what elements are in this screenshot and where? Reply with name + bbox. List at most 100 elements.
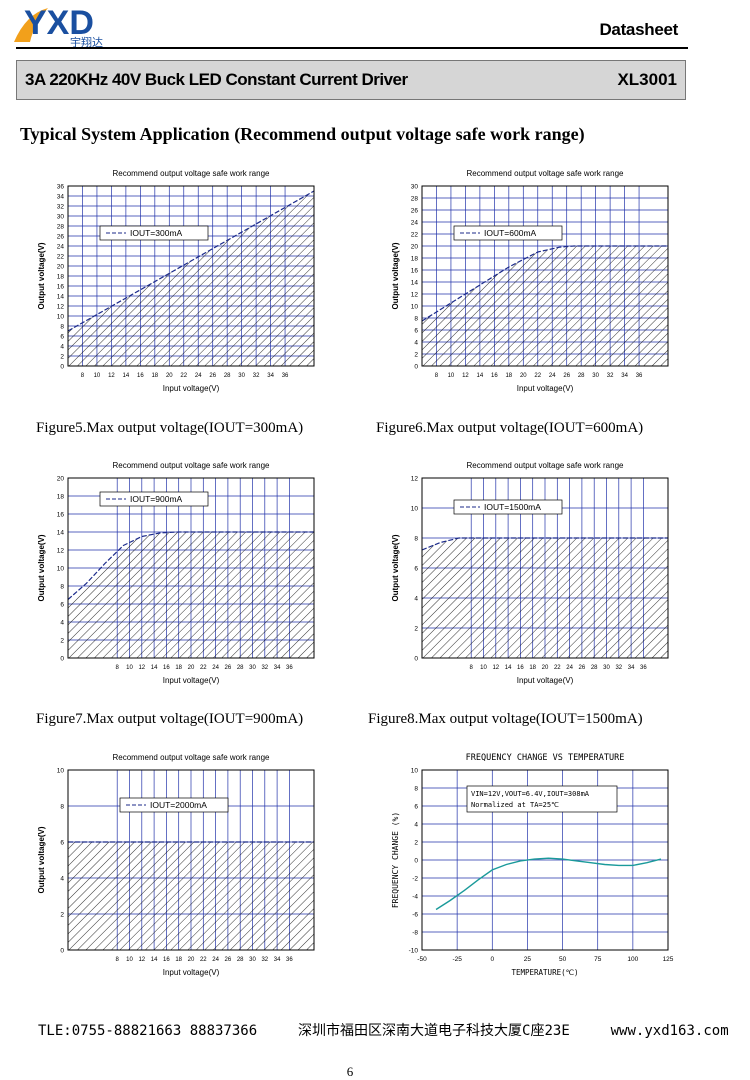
y-tick-label: 4 [414,596,418,603]
y-tick-label: 8 [60,804,64,811]
chart-title: Recommend output voltage safe work range [113,169,271,178]
x-tick-label: 30 [592,373,599,379]
y-tick-label: 12 [57,548,65,555]
legend-box [99,491,209,507]
y-tick-label: 14 [411,280,419,287]
y-tick-label: 8 [60,324,64,331]
caption-figure7: Figure7.Max output voltage(IOUT=900mA) [36,711,304,727]
x-tick-label: 100 [627,956,638,963]
y-tick-label: 18 [57,494,65,501]
caption-figure8: Figure8.Max output voltage(IOUT=1500mA) [368,711,643,727]
x-tick-label: 25 [524,956,532,963]
x-tick-label: 12 [492,665,499,671]
y-tick-label: 0 [414,656,418,663]
header-rule [16,47,688,49]
x-tick-label: 32 [261,665,268,671]
y-tick-label: 10 [411,768,419,775]
legend-label: IOUT=1500mA [484,502,541,512]
x-tick-label: 125 [663,956,674,963]
y-tick-label: 22 [57,254,65,261]
y-axis-label: Output voltage(V) [391,534,400,601]
x-tick-label: 12 [108,373,115,379]
y-tick-label: 0 [60,948,64,955]
plot-frame [421,185,669,367]
y-tick-label: 4 [414,340,418,347]
x-tick-label: 16 [517,665,524,671]
footer-address: 深圳市福田区深南大道电子科技大厦C座23E [298,1023,570,1039]
legend-box [99,225,209,241]
y-tick-label: 2 [414,352,418,359]
y-tick-label: 2 [414,840,418,847]
x-tick-label: 14 [505,665,512,671]
x-tick-label: 14 [477,373,484,379]
chart-iout-600ma: Recommend output voltage safe work range… [391,169,669,393]
y-tick-label: 34 [57,194,65,201]
x-tick-label: 20 [542,665,549,671]
x-tick-label: 28 [578,373,585,379]
y-axis-label: FREQUENCY CHANGE (%) [391,812,400,908]
y-tick-label: 8 [414,536,418,543]
chart-title: Recommend output voltage safe work range [113,753,271,762]
safe-area-fill [422,538,668,658]
series-boundary-line [421,245,668,322]
x-tick-label: 14 [151,957,158,963]
y-tick-label: 4 [60,876,64,883]
company-logo: YXD [8,2,128,48]
x-tick-label: 34 [621,373,628,379]
x-tick-label: 34 [274,665,281,671]
x-tick-label: 30 [249,957,256,963]
y-tick-label: 2 [60,912,64,919]
chart-iout-1500ma: Recommend output voltage safe work range… [391,461,669,685]
x-axis-label: Input voltage(V) [163,676,220,685]
logo-text: YXD [24,4,94,42]
y-tick-label: 22 [411,232,419,239]
title-bar: 3A 220KHz 40V Buck LED Constant Current … [16,60,686,100]
safe-area-fill [68,842,314,950]
x-tick-label: 32 [607,373,614,379]
y-tick-label: 30 [411,184,419,191]
section-title: Typical System Application (Recommend ou… [20,124,585,144]
y-tick-label: 2 [60,354,64,361]
y-tick-label: 0 [60,656,64,663]
x-tick-label: 26 [579,665,586,671]
y-tick-label: 8 [414,316,418,323]
y-tick-label: 4 [414,822,418,829]
y-tick-label: 0 [60,364,64,371]
plot-frame [421,769,669,951]
logo-subtext: 宇翔达 [70,36,103,49]
legend-line-1: VIN=12V,VOUT=6.4V,IOUT=308mA [471,790,590,798]
safe-area-fill [68,532,314,658]
legend-line-2: Normalized at TA=25℃ [471,801,559,809]
chart-frequency-vs-temperature: FREQUENCY CHANGE VS TEMPERATURE -10 -8 -6 -4… [391,753,674,977]
x-tick-label: 26 [225,957,232,963]
x-tick-label: 16 [491,373,498,379]
y-tick-label: 10 [57,768,65,775]
legend-box [119,797,229,813]
safe-area-fill [68,191,314,366]
y-tick-label: 6 [414,566,418,573]
x-tick-label: 22 [534,373,541,379]
x-tick-label: 18 [151,373,158,379]
x-tick-label: -25 [452,956,462,963]
x-tick-label: 18 [529,665,536,671]
x-tick-label: 12 [138,957,145,963]
x-tick-label: 8 [470,665,474,671]
x-tick-label: 22 [554,665,561,671]
x-tick-label: 12 [462,373,469,379]
y-tick-label: 20 [411,244,419,251]
y-tick-label: 16 [411,268,419,275]
y-tick-label: 20 [57,476,65,483]
y-tick-label: -10 [409,948,419,955]
x-tick-label: 28 [237,665,244,671]
x-tick-label: 22 [200,665,207,671]
x-tick-label: 32 [253,373,260,379]
doc-type-label: Datasheet [599,20,678,39]
legend-label: IOUT=300mA [130,228,183,238]
plot-frame [67,185,315,367]
y-tick-label: 8 [60,584,64,591]
y-tick-label: 26 [411,208,419,215]
y-tick-label: 32 [57,204,65,211]
y-tick-label: 6 [414,804,418,811]
chart-title: Recommend output voltage safe work range [467,461,625,470]
y-tick-label: 6 [60,602,64,609]
